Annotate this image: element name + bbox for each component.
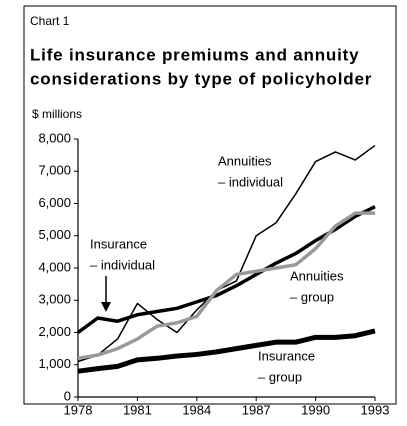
- y-tick-label: 1,000: [38, 356, 71, 371]
- x-tick-label: 1990: [301, 402, 330, 417]
- chart-label: Chart 1: [30, 14, 70, 28]
- series-label: Annuities: [218, 153, 272, 168]
- series-label: – individual: [218, 174, 283, 189]
- series-label: Annuities: [290, 268, 344, 283]
- series-label: – individual: [90, 257, 155, 272]
- series-label: Insurance: [90, 236, 147, 251]
- series-line: [77, 211, 375, 361]
- x-tick-label: 1987: [242, 402, 271, 417]
- frame: [23, 5, 397, 405]
- y-tick-label: 5,000: [38, 227, 71, 242]
- y-tick-label: 4,000: [38, 259, 71, 274]
- chart-title: Life insurance premiums and annuity: [30, 45, 359, 64]
- y-tick-label: 7,000: [38, 163, 71, 178]
- y-tick-label: 0: [64, 388, 71, 403]
- arrow-head: [101, 302, 111, 312]
- series-label: – group: [290, 289, 334, 304]
- chart-title: considerations by type of policyholder: [30, 69, 372, 88]
- y-tick-label: 3,000: [38, 292, 71, 307]
- x-tick-label: 1978: [64, 402, 93, 417]
- x-tick-label: 1984: [182, 402, 211, 417]
- y-tick-label: 6,000: [38, 195, 71, 210]
- y-tick-label: 8,000: [38, 130, 71, 145]
- x-tick-label: 1993: [361, 402, 390, 417]
- y-tick-label: 2,000: [38, 324, 71, 339]
- series-line: [77, 328, 376, 374]
- x-tick-label: 1981: [123, 402, 152, 417]
- y-axis-label: $ millions: [32, 107, 82, 121]
- series-label: Insurance: [258, 348, 315, 363]
- series-line: [77, 144, 376, 363]
- series-label: – group: [258, 369, 302, 384]
